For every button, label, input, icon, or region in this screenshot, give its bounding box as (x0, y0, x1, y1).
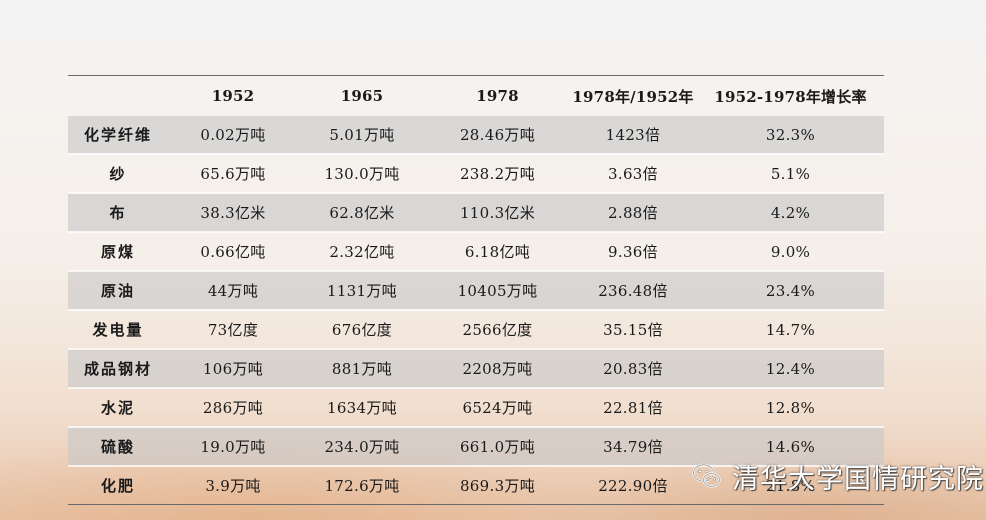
header-cell-ratio: 1978年/1952年 (572, 87, 694, 106)
table-cell: 62.8亿米 (298, 193, 426, 232)
table-body: 化学纤维 0.02万吨 5.01万吨 28.46万吨 1423倍 32.3% 纱… (68, 116, 884, 505)
table-cell: 28.46万吨 (426, 116, 569, 154)
table-cell: 2.88倍 (569, 193, 697, 232)
row-label: 成品钢材 (68, 349, 168, 388)
table-cell: 22.81倍 (603, 399, 663, 417)
table-cell: 9.0% (770, 242, 811, 261)
header-cell-1952: 1952 (211, 87, 255, 105)
table-cell: 236.48倍 (569, 271, 697, 310)
table-cell: 14.7% (765, 320, 816, 339)
table-cell: 172.6万吨 (324, 477, 400, 495)
header-cell-1965: 1965 (340, 87, 384, 105)
table-cell: 34.79倍 (569, 427, 697, 466)
table-row: 硫酸 19.0万吨 234.0万吨 661.0万吨 34.79倍 14.6% (68, 427, 884, 466)
table-cell: 869.3万吨 (459, 477, 536, 495)
table-cell: 14.6% (697, 427, 884, 466)
header-cell-blank (68, 76, 168, 117)
table-row: 纱 65.6万吨 130.0万吨 238.2万吨 3.63倍 5.1% (68, 154, 884, 193)
table-cell: 676亿度 (331, 321, 393, 339)
row-label: 布 (68, 193, 168, 232)
table-cell: 44万吨 (168, 271, 298, 310)
row-label: 纱 (109, 165, 127, 183)
table-cell: 4.2% (697, 193, 884, 232)
table-cell: 3.9万吨 (205, 477, 261, 495)
row-label: 原油 (68, 271, 168, 310)
table-row: 化肥 3.9万吨 172.6万吨 869.3万吨 222.90倍 21.8% (68, 466, 884, 505)
table-cell: 3.63倍 (608, 165, 658, 183)
table-cell: 23.4% (697, 271, 884, 310)
table-cell: 21.8% (765, 476, 816, 495)
table-cell: 661.0万吨 (426, 427, 569, 466)
table-cell: 73亿度 (207, 321, 259, 339)
table-cell: 65.6万吨 (200, 165, 266, 183)
row-label: 发电量 (92, 321, 144, 339)
table-cell: 110.3亿米 (426, 193, 569, 232)
table-cell: 234.0万吨 (298, 427, 426, 466)
row-label: 硫酸 (68, 427, 168, 466)
table-cell: 5.01万吨 (298, 116, 426, 154)
table-cell: 286万吨 (202, 399, 264, 417)
industrial-output-table: 1952 1965 1978 1978年/1952年 1952-1978年增长率… (68, 75, 884, 505)
table-row: 原煤 0.66亿吨 2.32亿吨 6.18亿吨 9.36倍 9.0% (68, 232, 884, 271)
table-cell: 12.8% (765, 398, 816, 417)
table-cell: 5.1% (770, 164, 811, 183)
table-row: 水泥 286万吨 1634万吨 6524万吨 22.81倍 12.8% (68, 388, 884, 427)
header-row: 1952 1965 1978 1978年/1952年 1952-1978年增长率 (68, 75, 884, 117)
table-row: 成品钢材 106万吨 881万吨 2208万吨 20.83倍 12.4% (68, 349, 884, 388)
table-cell: 881万吨 (298, 349, 426, 388)
table-row: 原油 44万吨 1131万吨 10405万吨 236.48倍 23.4% (68, 271, 884, 310)
row-label: 水泥 (100, 399, 135, 417)
table-cell: 10405万吨 (426, 271, 569, 310)
header-cell-1978: 1978 (476, 87, 519, 105)
table-cell: 238.2万吨 (459, 165, 536, 183)
watermark-text: 清华大学国情研究院 (732, 463, 984, 495)
table-cell: 35.15倍 (603, 321, 663, 339)
row-label: 化肥 (100, 477, 135, 495)
table-cell: 6524万吨 (462, 399, 533, 417)
table-cell: 106万吨 (168, 349, 298, 388)
table-cell: 2208万吨 (426, 349, 569, 388)
table-cell: 12.4% (697, 349, 884, 388)
wechat-icon (692, 463, 721, 488)
table-cell: 9.36倍 (608, 243, 658, 261)
table-cell: 2.32亿吨 (329, 243, 395, 261)
table-cell: 0.66亿吨 (200, 243, 266, 261)
table-cell: 2566亿度 (462, 321, 533, 339)
header-cell-growth-rate: 1952-1978年增长率 (714, 87, 867, 106)
table-row: 布 38.3亿米 62.8亿米 110.3亿米 2.88倍 4.2% (68, 193, 884, 232)
source-watermark: 清华大学国情研究院 (690, 456, 984, 496)
table-cell: 38.3亿米 (168, 193, 298, 232)
table-cell: 130.0万吨 (324, 165, 400, 183)
table-cell: 6.18亿吨 (464, 243, 531, 261)
row-label: 原煤 (100, 243, 135, 261)
table-cell: 1423倍 (569, 116, 697, 154)
table-cell: 1131万吨 (298, 271, 426, 310)
table-cell: 0.02万吨 (168, 116, 298, 154)
table-cell: 222.90倍 (598, 477, 668, 495)
table-cell: 1634万吨 (327, 399, 397, 417)
table-header: 1952 1965 1978 1978年/1952年 1952-1978年增长率 (68, 75, 884, 117)
row-label: 化学纤维 (68, 116, 168, 154)
table-cell: 32.3% (697, 116, 884, 154)
table-cell: 20.83倍 (569, 349, 697, 388)
table-row: 化学纤维 0.02万吨 5.01万吨 28.46万吨 1423倍 32.3% (68, 116, 884, 154)
table-row: 发电量 73亿度 676亿度 2566亿度 35.15倍 14.7% (68, 310, 884, 349)
slide-background (0, 0, 986, 70)
statistics-table-container: 1952 1965 1978 1978年/1952年 1952-1978年增长率… (68, 75, 884, 505)
table-cell: 19.0万吨 (168, 427, 298, 466)
